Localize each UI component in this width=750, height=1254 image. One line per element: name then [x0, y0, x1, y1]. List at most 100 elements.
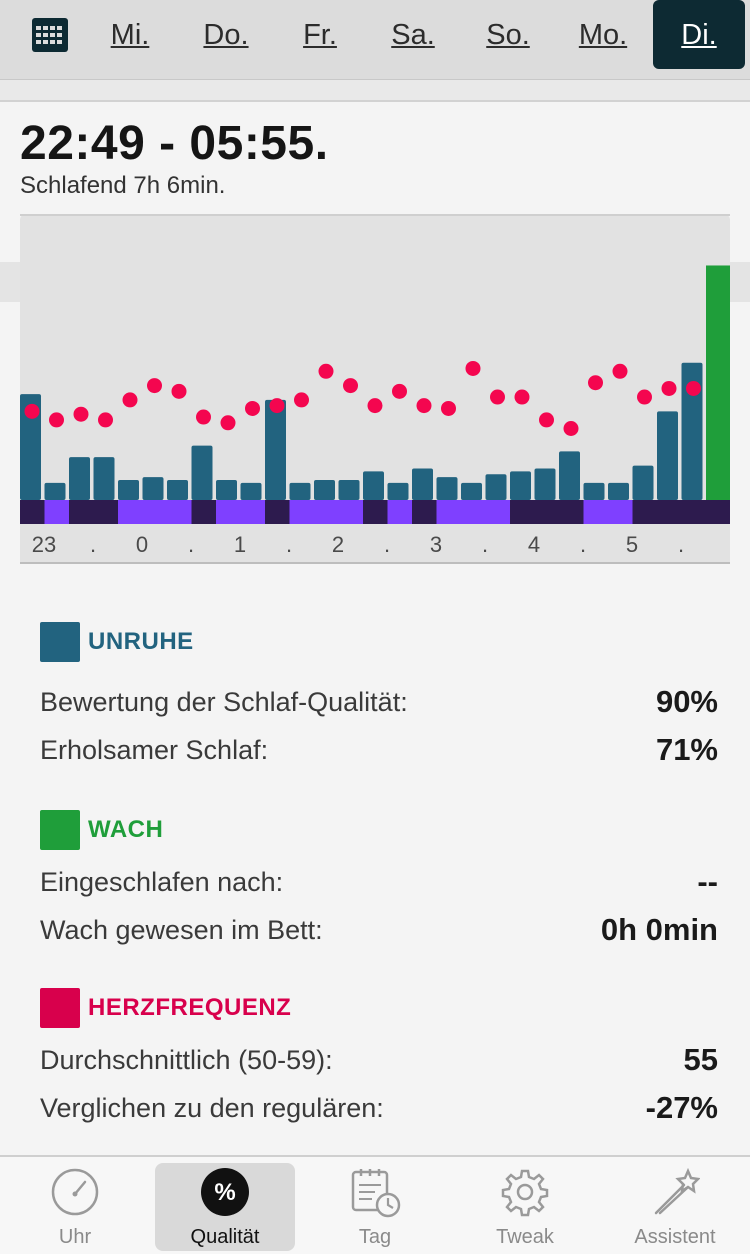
- sleep-time-range: 22:49 - 05:55.: [20, 117, 329, 170]
- row-value: 71%: [655, 732, 718, 767]
- day-tab-mi[interactable]: Mi.: [110, 19, 150, 51]
- heart-rate-point: [294, 392, 309, 408]
- heart-rate-point: [514, 389, 530, 405]
- row-label: Erholsamer Schlaf:: [40, 734, 269, 765]
- chart-plot-area: [20, 214, 730, 500]
- unrest-bar: [412, 468, 433, 500]
- heart-rate-point: [171, 383, 187, 399]
- heart-rate-point: [416, 398, 432, 414]
- sleep-phase-segment: [167, 500, 193, 524]
- tab-tweak[interactable]: Tweak: [455, 1163, 595, 1251]
- calendar-grid-icon: [32, 18, 68, 52]
- unrest-bar: [387, 482, 409, 500]
- row-value: 55: [683, 1042, 718, 1077]
- row-value: 0h 0min: [600, 912, 718, 947]
- tab-tag[interactable]: Tag: [305, 1163, 445, 1251]
- row-label: Verglichen zu den regulären:: [40, 1092, 384, 1123]
- day-tab-mo[interactable]: Mo.: [578, 19, 628, 51]
- unrest-bar: [118, 479, 139, 500]
- x-tick-label: .: [384, 532, 390, 557]
- heart-rate-point: [196, 409, 211, 425]
- tab-assistent[interactable]: Assistent: [605, 1163, 745, 1251]
- sleep-phase-segment: [485, 500, 511, 524]
- row-sleep-quality: Bewertung der Schlaf-Qualität: 90%: [40, 682, 718, 722]
- section-unruhe-title: UNRUHE: [88, 628, 194, 655]
- heart-rate-point: [539, 412, 554, 428]
- heart-rate-point: [686, 380, 701, 396]
- sleep-phase-segment: [93, 500, 119, 524]
- x-tick-label: .: [580, 532, 586, 557]
- sleep-chart[interactable]: 23. 0. 1. 2. 3. 4. 5.: [20, 214, 730, 564]
- row-value: -27%: [645, 1090, 718, 1125]
- x-tick-label: 23: [32, 532, 56, 557]
- sleep-phase-segment: [436, 500, 462, 524]
- sleep-phase-segment: [559, 500, 585, 524]
- sleep-phase-segment: [363, 500, 389, 524]
- calendar-grid-button[interactable]: [30, 16, 70, 54]
- sleep-chart-svg: 23. 0. 1. 2. 3. 4. 5.: [20, 214, 730, 564]
- day-tab-fr[interactable]: Fr.: [303, 19, 337, 51]
- row-label: Bewertung der Schlaf-Qualität:: [40, 686, 408, 717]
- x-tick-label: 4: [528, 532, 540, 557]
- unruhe-color-swatch: [40, 622, 80, 662]
- sleep-duration: Schlafend 7h 6min.: [20, 172, 226, 199]
- heart-rate-point: [318, 363, 334, 379]
- sleep-phase-segment: [583, 500, 609, 524]
- unrest-bar: [44, 482, 66, 500]
- sleep-phase-segment: [20, 500, 46, 524]
- unrest-bar: [216, 479, 237, 500]
- sleep-phase-segment: [265, 500, 291, 524]
- heart-rate-point: [637, 389, 652, 405]
- heart-rate-point: [661, 380, 677, 396]
- heart-rate-point: [24, 403, 40, 419]
- unrest-bar: [608, 482, 629, 500]
- wach-color-swatch: [40, 810, 80, 850]
- sleep-phase-segment: [314, 500, 340, 524]
- unrest-bar: [510, 471, 531, 500]
- heart-rate-point: [220, 415, 236, 431]
- sleep-phase-segment: [338, 500, 364, 524]
- heart-rate-point: [392, 383, 407, 399]
- section-unruhe-header: UNRUHE: [40, 622, 194, 662]
- sleep-phase-segment: [632, 500, 658, 524]
- day-tab-sa[interactable]: Sa.: [391, 19, 435, 51]
- unrest-bar: [289, 482, 311, 500]
- x-axis-band: [20, 524, 730, 564]
- day-tab-do[interactable]: Do.: [203, 19, 249, 51]
- sleep-phase-segment: [412, 500, 438, 524]
- sleep-phase-segment: [191, 500, 217, 524]
- sleep-phase-segment: [534, 500, 560, 524]
- heart-rate-point: [49, 412, 64, 428]
- unrest-bar: [265, 399, 286, 500]
- sleep-phase-segment: [681, 500, 707, 524]
- day-tab-di[interactable]: Di.: [653, 0, 745, 69]
- x-tick-label: 2: [332, 532, 344, 557]
- x-tick-label: .: [482, 532, 488, 557]
- x-tick-label: .: [90, 532, 96, 557]
- row-value: 90%: [655, 684, 718, 719]
- row-label: Eingeschlafen nach:: [40, 866, 284, 897]
- x-tick-label: 5: [626, 532, 638, 557]
- row-fell-asleep-after: Eingeschlafen nach: --: [40, 862, 718, 902]
- row-average-heart-rate: Durchschnittlich (50-59): 55: [40, 1040, 718, 1080]
- tab-uhr[interactable]: Uhr: [5, 1163, 145, 1251]
- heart-rate-point: [490, 389, 505, 405]
- sleep-phase-segment: [118, 500, 144, 524]
- tab-qualitaet[interactable]: % Qualität: [155, 1163, 295, 1251]
- tab-label: Tweak: [496, 1226, 554, 1248]
- heart-rate-point: [73, 406, 89, 422]
- unrest-bar: [338, 479, 360, 500]
- row-value: --: [697, 864, 718, 899]
- awake-bar: [706, 265, 730, 500]
- unrest-bar: [559, 451, 580, 500]
- sleep-phase-segment: [608, 500, 634, 524]
- sleep-phase-segment: [461, 500, 487, 524]
- heart-rate-point: [98, 412, 113, 428]
- unrest-bar: [20, 394, 41, 500]
- day-tab-so[interactable]: So.: [486, 19, 530, 51]
- row-label: Durchschnittlich (50-59):: [40, 1044, 333, 1075]
- unrest-bar: [632, 465, 654, 500]
- x-tick-label: .: [286, 532, 292, 557]
- tab-label: Assistent: [634, 1226, 716, 1248]
- gauge-icon: [51, 1168, 99, 1216]
